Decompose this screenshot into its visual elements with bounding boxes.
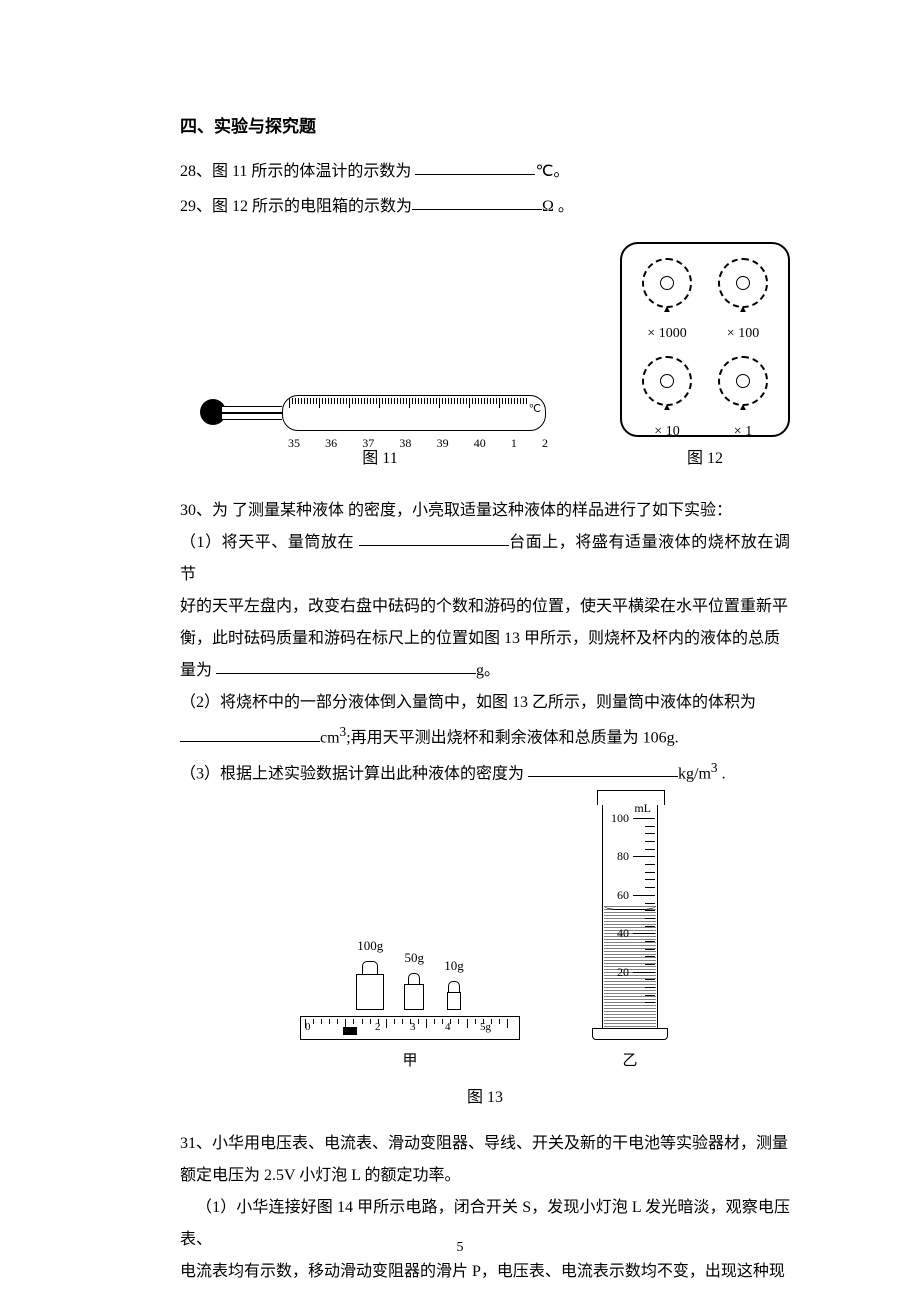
dial-label: × 1000 <box>634 320 700 348</box>
q28-num: 28、 <box>180 163 212 180</box>
dial-label: × 10 <box>634 418 700 446</box>
q30-blank-mass[interactable] <box>216 657 476 674</box>
q30-blank-volume[interactable] <box>180 725 320 742</box>
q28: 28、图 11 所示的体温计的示数为 ℃。 <box>180 154 790 189</box>
q30: 30、为 了测量某种液体 的密度，小亮取适量这种液体的样品进行了如下实验： （1… <box>180 495 790 790</box>
thermometer-scale: ℃ <box>282 395 546 431</box>
thermometer-unit: ℃ <box>529 398 541 420</box>
fig11: ℃ 35363738394012 图 11 <box>200 387 560 475</box>
resistance-box: × 1000 × 100 × 10 × 1 <box>620 242 790 437</box>
page-number: 5 <box>0 1234 920 1262</box>
q30-intro: 为 了测量某种液体 的密度，小亮取适量这种液体的样品进行了如下实验： <box>212 502 732 519</box>
q30-p2-a: （2）将烧杯中的一部分液体倒入量筒中，如图 13 乙所示，则量筒中液体的体积为 <box>180 687 790 719</box>
dial-1000: × 1000 <box>634 258 700 348</box>
weight-label: 10g <box>444 953 464 979</box>
fig13-caption: 图 13 <box>180 1082 790 1114</box>
cylinder-unit: mL <box>634 796 651 820</box>
q30-p1-c: 好的天平左盘内，改变右盘中砝码的个数和游码的位置，使天平横梁在水平位置重新平 <box>180 591 790 623</box>
weight-label: 50g <box>404 945 424 971</box>
q30-p3-a: （3）根据上述实验数据计算出此种液体的密度为 <box>180 765 528 782</box>
sup-3b: 3 <box>711 760 718 775</box>
fig12-caption: 图 12 <box>620 443 790 475</box>
fig12: × 1000 × 100 × 10 × 1 图 12 <box>620 242 790 475</box>
q31-intro-a: 小华用电压表、电流表、滑动变阻器、导线、开关及新的干电池等实验器材，测量 <box>212 1135 788 1152</box>
fig13: 100g 50g 10g 02345g 甲 <box>180 798 790 1076</box>
dial-label: × 1 <box>710 418 776 446</box>
q30-blank-surface[interactable] <box>359 529 509 546</box>
q28-blank[interactable] <box>415 158 535 175</box>
q30-num: 30、 <box>180 502 212 519</box>
q31-intro-b: 额定电压为 2.5V 小灯泡 L 的额定功率。 <box>180 1160 790 1192</box>
thermometer-stem <box>222 406 282 420</box>
thermometer: ℃ 35363738394012 <box>200 387 560 437</box>
q30-blank-density[interactable] <box>528 760 678 777</box>
q30-p3-c: . <box>718 765 726 782</box>
balance-ruler: 02345g <box>300 1016 520 1040</box>
section-heading: 四、实验与探究题 <box>180 110 790 144</box>
weight-100g: 100g <box>356 933 384 1010</box>
q30-p3-b: kg/m <box>678 765 711 782</box>
balance: 100g 50g 10g 02345g 甲 <box>300 930 520 1076</box>
cylinder-liquid <box>604 905 656 1027</box>
dial-knob <box>718 258 768 308</box>
q30-p1-f: g。 <box>476 662 500 679</box>
dial-knob <box>642 258 692 308</box>
q30-p2-c: ;再用天平测出烧杯和剩余液体和总质量为 106g. <box>346 730 678 747</box>
dial-label: × 100 <box>710 320 776 348</box>
q29-text-a: 图 12 所示的电阻箱的示数为 <box>212 198 412 215</box>
graduated-cylinder: mL 10080604020 乙 <box>590 798 670 1076</box>
q31-num: 31、 <box>180 1135 212 1152</box>
q28-text-b: ℃。 <box>535 163 569 180</box>
q30-p2-b: cm <box>320 730 340 747</box>
q29-num: 29、 <box>180 198 212 215</box>
weight-50g: 50g <box>404 945 424 1010</box>
dial-1: × 1 <box>710 356 776 446</box>
dial-knob <box>642 356 692 406</box>
q30-p1-e: 量为 <box>180 662 216 679</box>
q28-text-a: 图 11 所示的体温计的示数为 <box>212 163 415 180</box>
q29: 29、图 12 所示的电阻箱的示数为 Ω 。 <box>180 189 790 224</box>
fig13-sub-b: 乙 <box>590 1046 670 1076</box>
dial-10: × 10 <box>634 356 700 446</box>
figures-11-12: ℃ 35363738394012 图 11 × 1000 × 100 <box>180 242 790 475</box>
weight-10g: 10g <box>444 953 464 1010</box>
q31: 31、小华用电压表、电流表、滑动变阻器、导线、开关及新的干电池等实验器材，测量 … <box>180 1128 790 1288</box>
thermometer-labels: 35363738394012 <box>288 431 548 455</box>
page: 四、实验与探究题 28、图 11 所示的体温计的示数为 ℃。 29、图 12 所… <box>0 0 920 1302</box>
q30-p1-a: （1）将天平、量筒放在 <box>180 534 359 551</box>
fig13-sub-a: 甲 <box>300 1046 520 1076</box>
dial-knob <box>718 356 768 406</box>
q30-p1-d: 衡，此时砝码质量和游码在标尺上的位置如图 13 甲所示，则烧杯及杯内的液体的总质 <box>180 623 790 655</box>
dial-100: × 100 <box>710 258 776 348</box>
weights: 100g 50g 10g <box>300 930 520 1010</box>
q29-text-b: Ω 。 <box>542 198 574 215</box>
weight-label: 100g <box>356 933 384 959</box>
cylinder-body: mL 10080604020 <box>602 798 658 1029</box>
q29-blank[interactable] <box>412 193 542 210</box>
